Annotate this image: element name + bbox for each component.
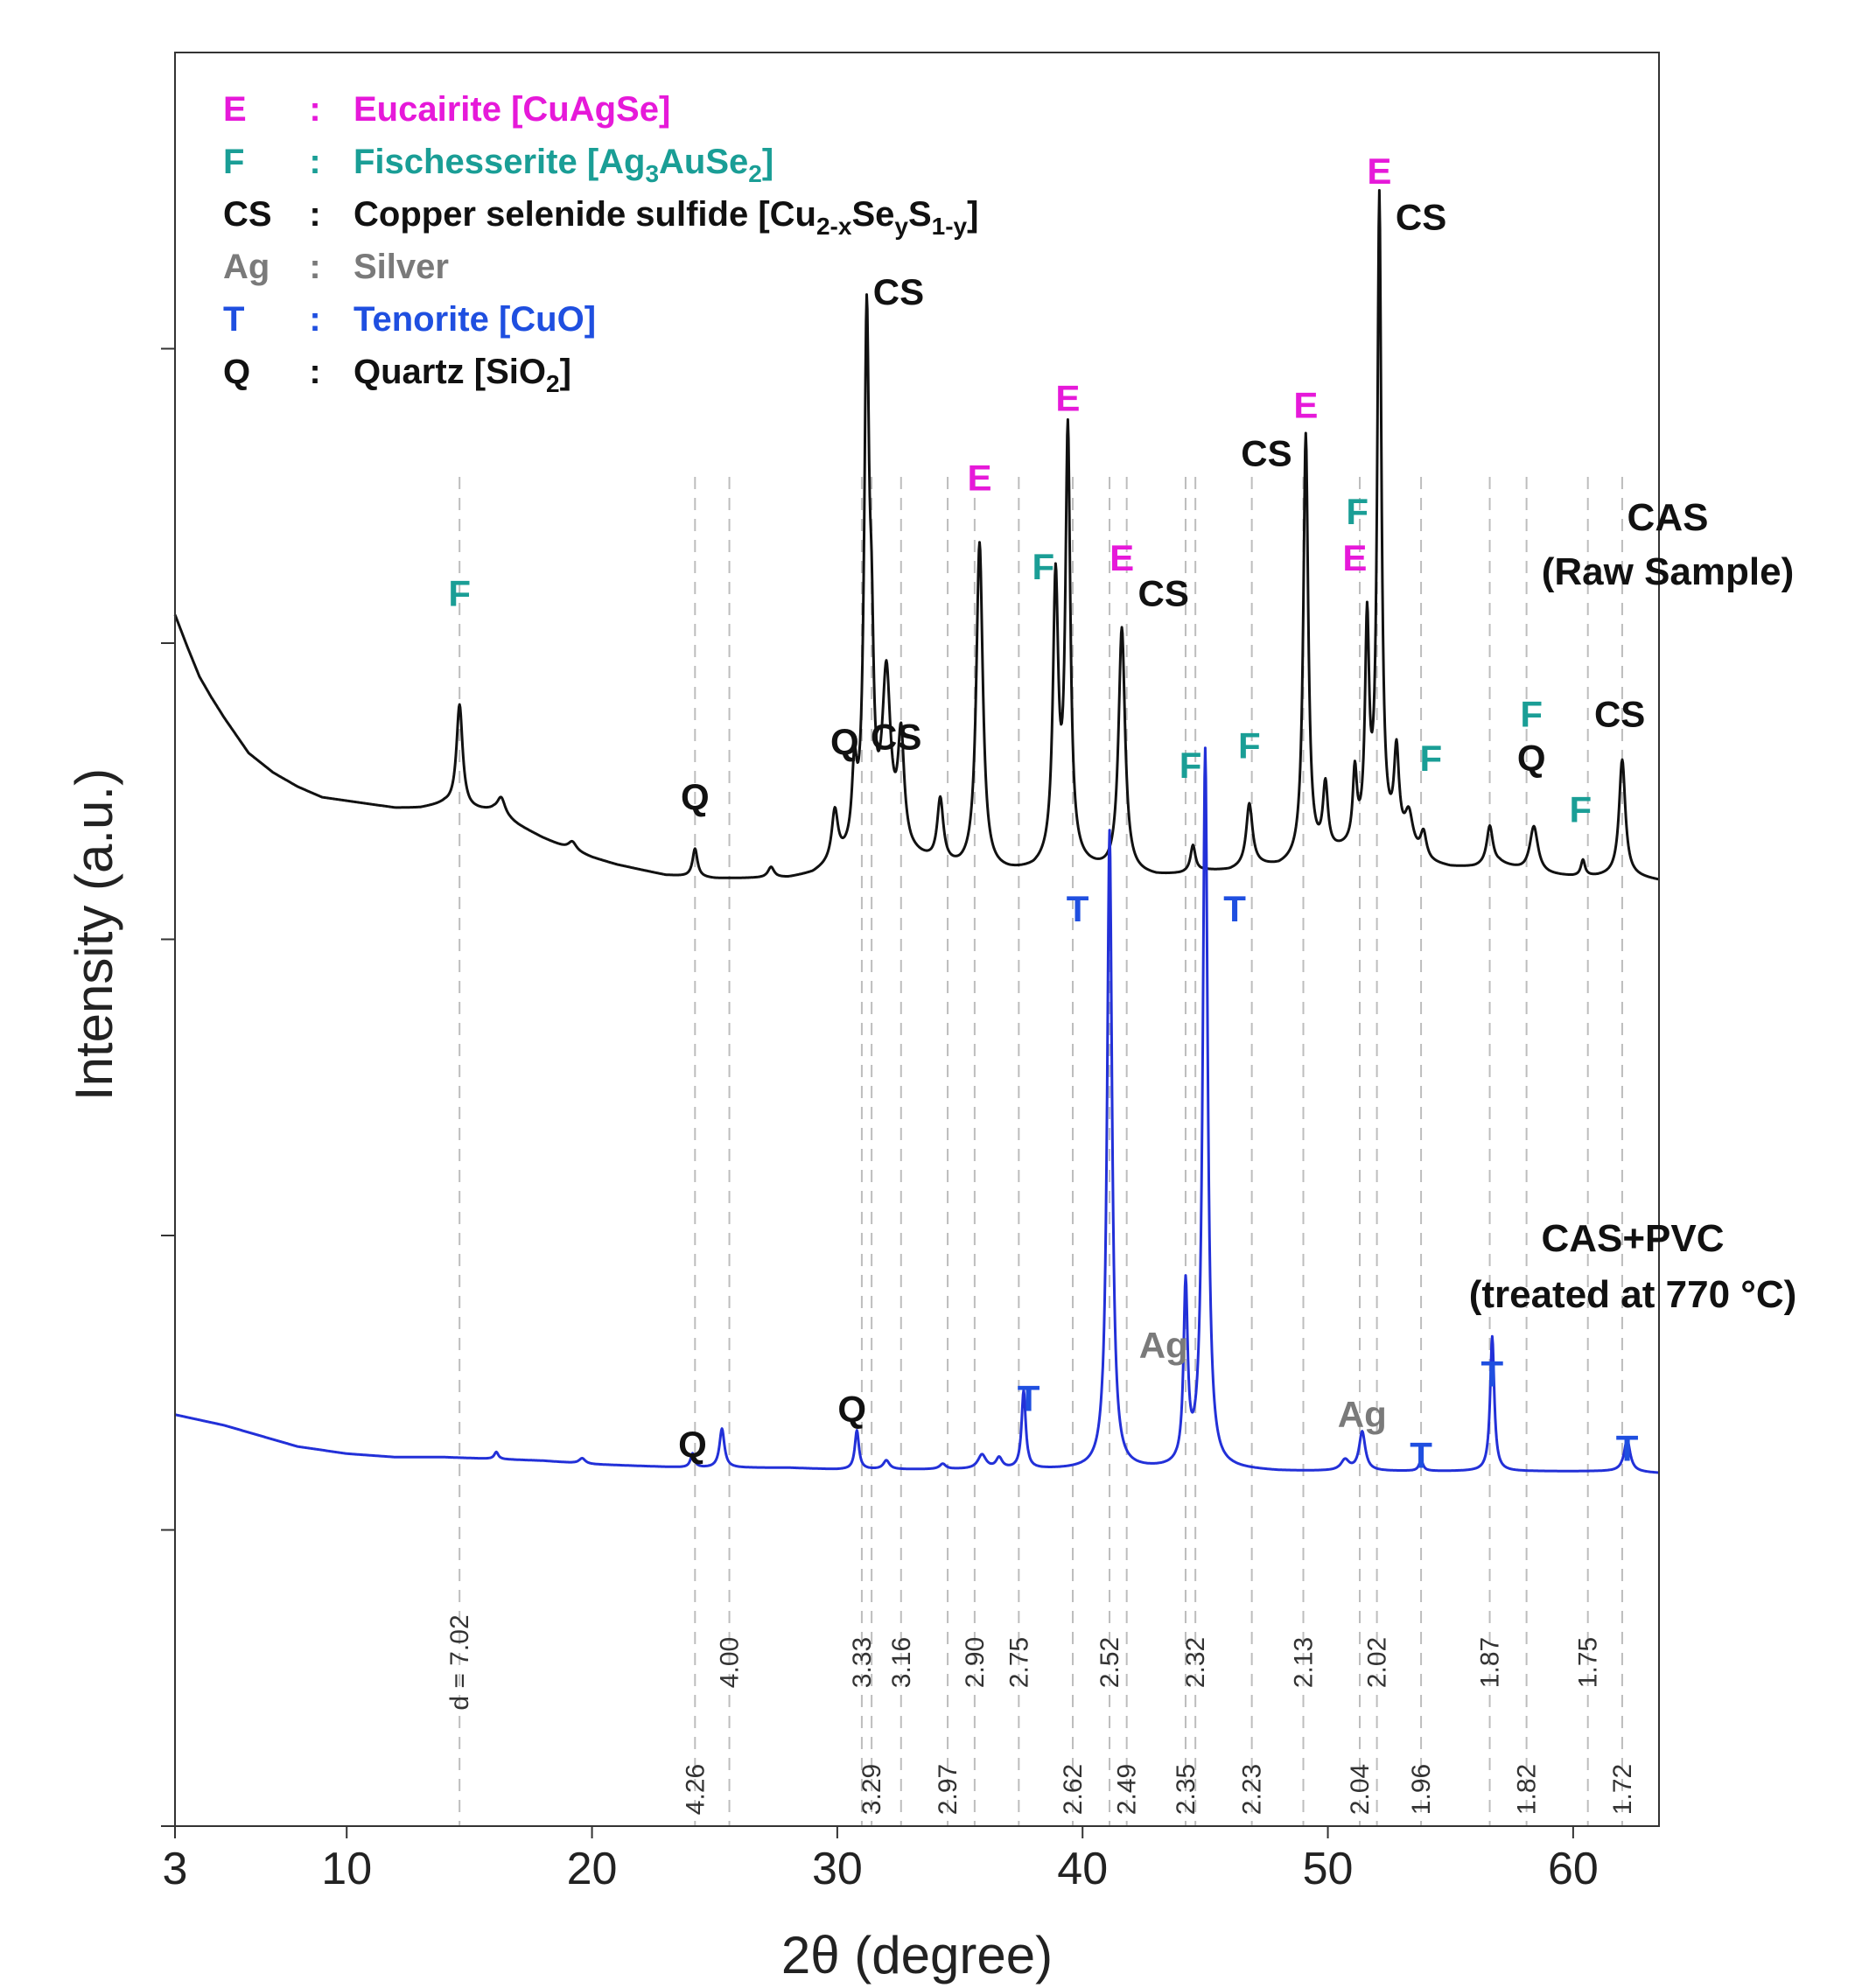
d-spacing-label: 1.87 (1476, 1637, 1505, 1688)
peak-label-q: Q (830, 722, 859, 763)
legend-code: T (223, 300, 244, 339)
d-spacing-label: 3.16 (887, 1637, 916, 1688)
series-label-treated-line2: (treated at 770 °C) (1469, 1273, 1797, 1316)
legend-separator: : (309, 143, 320, 181)
legend-name: Eucairite [CuAgSe] (354, 90, 670, 129)
d-spacing-label: 2.02 (1363, 1637, 1392, 1688)
x-tick-label: 50 (1303, 1844, 1354, 1894)
peak-label-cs: CS (1138, 572, 1189, 613)
d-spacing-label: 2.35 (1172, 1764, 1200, 1815)
legend-name: Quartz [SiO2] (354, 353, 571, 397)
d-spacing-label: 3.29 (858, 1764, 886, 1815)
peak-label-cs: CS (1594, 693, 1645, 734)
x-tick-label: 3 (163, 1844, 188, 1894)
peak-label-t: T (1018, 1378, 1040, 1419)
peak-label-t: T (1481, 1353, 1504, 1394)
d-spacing-label: 3.33 (848, 1637, 877, 1688)
legend-code: Q (223, 353, 250, 391)
peak-label-q: Q (1517, 738, 1546, 779)
legend-separator: : (309, 353, 320, 391)
diffraction-patterns (173, 189, 1660, 1474)
peak-label-e: E (1055, 377, 1080, 418)
x-axis-title: 2θ (degree) (781, 1926, 1053, 1984)
x-tick-label: 30 (812, 1844, 863, 1894)
legend-name: Fischesserite [Ag3AuSe2] (354, 143, 774, 187)
d-spacing-label: d = 7.02 (445, 1614, 474, 1710)
peak-label-f: F (1032, 546, 1055, 587)
x-tick-label: 20 (567, 1844, 618, 1894)
legend-separator: : (309, 90, 320, 129)
d-spacing-label: 2.75 (1004, 1637, 1033, 1688)
peak-label-cs: CS (873, 271, 924, 312)
series-label-treated-line1: CAS+PVC (1541, 1217, 1724, 1260)
y-axis-title: Intensity (a.u.) (65, 768, 123, 1101)
treated-pattern (174, 746, 1660, 1474)
peak-label-cs: CS (1241, 432, 1292, 473)
x-tick-label: 10 (321, 1844, 372, 1894)
legend: E: Eucairite [CuAgSe] F: Fischesserite [Ag3… (223, 90, 978, 397)
peak-label-t: T (1223, 888, 1246, 929)
legend-code: F (223, 143, 244, 181)
peak-label-f: F (448, 572, 471, 613)
legend-name: Copper selenide sulfide [Cu2-xSeyS1-y] (354, 195, 978, 240)
d-spacing-label: 2.62 (1059, 1764, 1088, 1815)
d-spacing-label: 2.52 (1096, 1637, 1124, 1688)
peak-label-ag: Ag (1139, 1325, 1188, 1366)
d-spacing-label: 1.96 (1407, 1764, 1436, 1815)
peak-label-f: F (1569, 789, 1592, 830)
peak-label-q: Q (837, 1389, 866, 1430)
x-axis-ticks: 3 10 20 30 40 50 60 (163, 1826, 1599, 1894)
legend-name: Tenorite [CuO] (354, 300, 596, 339)
peak-label-t: T (1410, 1435, 1432, 1476)
peak-label-f: F (1419, 738, 1442, 779)
peak-label-cs: CS (1396, 197, 1446, 238)
d-spacing-label: 2.32 (1181, 1637, 1210, 1688)
peak-label-t: T (1616, 1427, 1639, 1468)
x-tick-label: 60 (1548, 1844, 1599, 1894)
series-label-raw-line2: (Raw Sample) (1542, 550, 1795, 593)
d-spacing-reference-lines (458, 477, 1623, 1826)
series-label-raw-line1: CAS (1628, 496, 1709, 539)
peak-label-e: E (1110, 537, 1134, 578)
peak-label-q: Q (681, 777, 710, 818)
x-tick-label: 40 (1057, 1844, 1108, 1894)
legend-separator: : (309, 195, 320, 234)
peak-label-e: E (1342, 537, 1367, 578)
legend-separator: : (309, 300, 320, 339)
y-axis-ticks (161, 347, 175, 1827)
peak-label-t: T (1067, 888, 1089, 929)
d-spacing-label: 2.90 (961, 1637, 990, 1688)
peak-label-e: E (1367, 150, 1391, 192)
legend-code: Ag (223, 248, 270, 286)
d-spacing-label: 2.23 (1238, 1764, 1267, 1815)
peak-label-cs: CS (871, 717, 921, 758)
peak-label-ag: Ag (1338, 1394, 1387, 1435)
d-spacing-label: 4.00 (716, 1637, 745, 1688)
d-spacing-label: 1.75 (1574, 1637, 1603, 1688)
peak-label-f: F (1520, 693, 1543, 734)
peak-label-q: Q (678, 1424, 707, 1465)
peak-label-f: F (1238, 725, 1261, 766)
d-spacing-label: 4.26 (681, 1764, 710, 1815)
legend-code: E (223, 90, 247, 129)
peak-label-e: E (967, 458, 991, 499)
legend-code: CS (223, 195, 272, 234)
legend-separator: : (309, 248, 320, 286)
d-spacing-label: 1.72 (1608, 1764, 1637, 1815)
d-spacing-label: 2.97 (934, 1764, 962, 1815)
legend-name: Silver (354, 248, 449, 286)
series-labels: CAS (Raw Sample) CAS+PVC (treated at 770… (1469, 496, 1797, 1316)
d-spacing-label: 2.49 (1113, 1764, 1142, 1815)
peak-label-f: F (1346, 491, 1368, 532)
raw-sample-pattern (173, 189, 1660, 881)
peak-label-f: F (1180, 745, 1202, 786)
d-spacing-label: 2.13 (1290, 1637, 1319, 1688)
d-spacing-label: 1.82 (1513, 1764, 1542, 1815)
d-spacing-label: 2.04 (1346, 1764, 1375, 1815)
d-spacing-labels: d = 7.02 4.00 3.33 3.16 2.90 2.75 2.52 2.32 2.13… (445, 1614, 1637, 1815)
peak-label-e: E (1293, 385, 1318, 426)
